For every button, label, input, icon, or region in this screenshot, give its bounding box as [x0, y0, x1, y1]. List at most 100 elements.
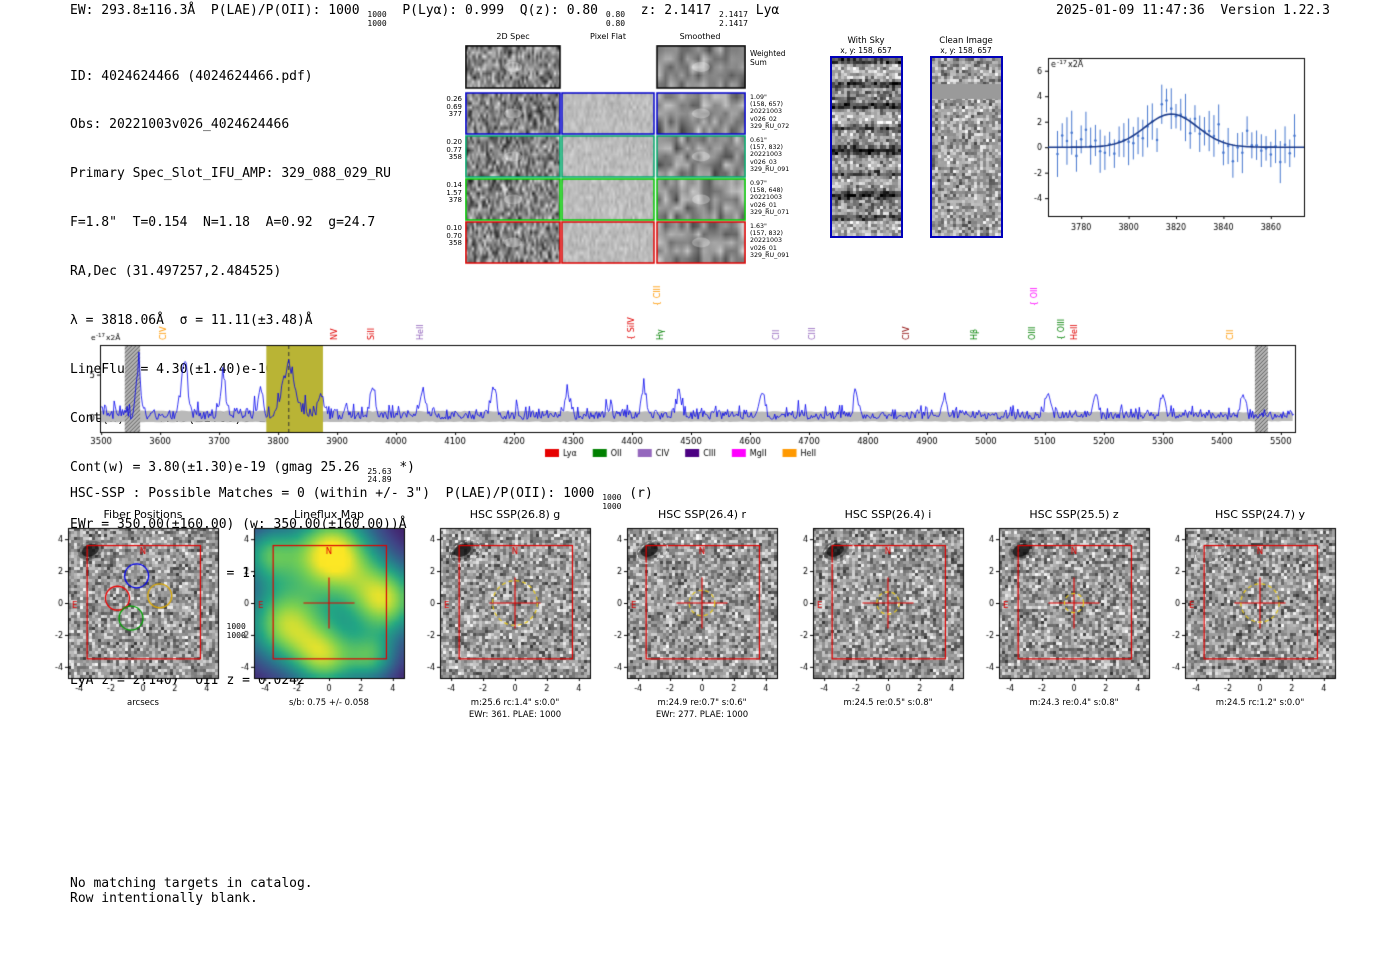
- fiber-info-row2: 0.61" (157, 832) 20221003 v026_03 329_RU_091: [750, 137, 789, 173]
- col-header-2dspec: 2D Spec: [496, 32, 530, 41]
- clean-title: Clean Image: [939, 36, 993, 46]
- plae-ratio-frac: 1000 1000: [367, 10, 387, 28]
- summary-header: EW: 293.8±116.3Å P(LAE)/P(OII): 1000 100…: [70, 3, 779, 28]
- obs-id: Obs: 20221003v026_4024624466: [70, 117, 290, 133]
- spectrum-plot-canvas: [55, 265, 1345, 470]
- panel-title: Lineflux Map: [293, 508, 365, 521]
- plya-qz-text: P(Lyα): 0.999 Q(z): 0.80: [386, 3, 606, 18]
- w4c: 358: [448, 239, 462, 248]
- w1c: 377: [448, 110, 462, 119]
- fiber-info-row4: 1.63" (157, 832) 20221003 v026_01 329_RU_091: [750, 223, 789, 259]
- line-fit-plot-canvas: [1014, 46, 1320, 242]
- hsc-band-text: (r): [621, 486, 653, 501]
- panel-caption: m:25.6 rc:1.4" s:0.0": [470, 698, 560, 708]
- r4c: 20221003: [750, 237, 783, 245]
- cutout-panel-lineflux-map: Lineflux Map s/b: 0.75 +/- 0.058: [226, 508, 412, 724]
- r1d: v026_02: [750, 115, 777, 123]
- ew-plae-text: EW: 293.8±116.3Å P(LAE)/P(OII): 1000: [70, 3, 368, 18]
- seeing-throughput: F=1.8" T=0.154 N=1.18 A=0.92 g=24.7: [70, 215, 376, 231]
- r1a: 1.09": [750, 94, 767, 101]
- w4b: 0.70: [446, 231, 462, 240]
- fiber-weights-row4: 0.10 0.70 358: [438, 224, 462, 248]
- gmag-frac: 25.63 24.89: [367, 467, 392, 485]
- z-frac: 2.1417 2.1417: [719, 10, 748, 28]
- panel-title: HSC SSP(26.4) r: [657, 508, 747, 521]
- qz-hi: 0.80: [605, 10, 626, 19]
- panel-caption: arcsecs: [127, 698, 159, 708]
- hsc-plae-lo: 1000: [602, 501, 622, 511]
- r2e: 329_RU_091: [750, 165, 790, 173]
- fiber-weights-row2: 0.20 0.77 358: [438, 138, 462, 162]
- plae-lo: 1000: [367, 18, 387, 28]
- col-header-pixelflat: Pixel Flat: [590, 32, 626, 41]
- panel-caption: s/b: 0.75 +/- 0.058: [289, 698, 369, 708]
- plae-hi: 1000: [367, 10, 387, 19]
- cutout-panel-fiber-positions: Fiber Positions arcsecs: [40, 508, 226, 724]
- panel-caption: m:24.5 re:0.5" s:0.8": [843, 698, 933, 708]
- r2c: 20221003: [750, 151, 783, 159]
- r3e: 329_RU_071: [750, 208, 790, 216]
- fiber-info-row1: 1.09" (158, 657) 20221003 v026_02 329_RU_072: [750, 94, 789, 130]
- w3b: 1.57: [446, 188, 462, 197]
- hsc-i-cutout-canvas: [785, 526, 971, 698]
- r2a: 0.61": [750, 137, 767, 144]
- lineflux-map-canvas: [226, 526, 412, 698]
- w4a: 0.10: [446, 224, 462, 232]
- panel-caption: m:24.5 rc:1.2" s:0.0": [1215, 698, 1305, 708]
- r3a: 0.97": [750, 180, 767, 187]
- cutout-panel-hsc-g: HSC SSP(26.8) g m:25.6 rc:1.4" s:0.0" EW…: [412, 508, 598, 724]
- r1e: 329_RU_072: [750, 122, 790, 130]
- fiber-weights-row3: 0.14 1.57 378: [438, 181, 462, 205]
- panel-title: HSC SSP(24.7) y: [1214, 508, 1306, 521]
- hsc-catalog-header: HSC-SSP : Possible Matches = 0 (within +…: [70, 486, 653, 511]
- r3b: (158, 648): [750, 187, 783, 195]
- panel-caption-2: EWr: 361. PLAE: 1000: [468, 710, 562, 720]
- r3c: 20221003: [750, 194, 783, 202]
- z-text: z: 2.1417: [625, 3, 720, 18]
- z-lo: 2.1417: [719, 18, 748, 28]
- qz-frac: 0.80 0.80: [605, 10, 626, 28]
- panel-caption: m:24.9 re:0.7" s:0.6": [657, 698, 747, 708]
- cutout-panel-hsc-y: HSC SSP(24.7) y m:24.5 rc:1.2" s:0.0": [1157, 508, 1343, 724]
- clean-image: [930, 56, 1003, 238]
- w1b: 0.69: [446, 102, 462, 111]
- spec2d-grid-canvas: [465, 45, 746, 265]
- withsky-title: With Sky: [847, 36, 885, 46]
- panel-title: HSC SSP(26.8) g: [469, 508, 561, 521]
- timestamp-version: 2025-01-09 11:47:36 Version 1.22.3: [1056, 3, 1330, 18]
- z-type-text: Lyα: [747, 3, 780, 18]
- cutout-panel-hsc-i: HSC SSP(26.4) i m:24.5 re:0.5" s:0.8": [785, 508, 971, 724]
- withsky-coords: x, y: 158, 657: [840, 46, 892, 55]
- w2b: 0.77: [446, 145, 462, 154]
- hsc-plae-hi: 1000: [602, 493, 622, 502]
- panel-title: Fiber Positions: [103, 508, 183, 521]
- col-header-smoothed: Smoothed: [679, 32, 721, 41]
- footer-no-match: No matching targets in catalog.: [70, 876, 313, 891]
- w3a: 0.14: [446, 181, 462, 189]
- fiber-info-row3: 0.97" (158, 648) 20221003 v026_01 329_RU_071: [750, 180, 789, 216]
- cutout-panel-hsc-z: HSC SSP(25.5) z m:24.3 re:0.4" s:0.8": [971, 508, 1157, 724]
- hsc-z-cutout-canvas: [971, 526, 1157, 698]
- r3d: v026_01: [750, 201, 777, 209]
- detection-id: ID: 4024624466 (4024624466.pdf): [70, 68, 313, 84]
- sum: Sum: [750, 57, 767, 67]
- footer-blank-row: Row intentionally blank.: [70, 891, 258, 906]
- r1c: 20221003: [750, 108, 783, 116]
- r4b: (157, 832): [750, 230, 783, 238]
- r4a: 1.63": [750, 223, 767, 230]
- z-hi: 2.1417: [719, 10, 748, 19]
- panel-caption-2: EWr: 277. PLAE: 1000: [655, 710, 749, 720]
- fiber-positions-canvas: [40, 526, 226, 698]
- cutout-panel-hsc-r: HSC SSP(26.4) r m:24.9 re:0.7" s:0.6" EW…: [599, 508, 785, 724]
- w2c: 358: [448, 153, 462, 162]
- primary-spec-slot: Primary Spec_Slot_IFU_AMP: 329_088_029_R…: [70, 166, 391, 182]
- hsc-r-cutout-canvas: [599, 526, 785, 698]
- r1b: (158, 657): [750, 101, 783, 109]
- weighted: Weighted: [750, 49, 786, 58]
- qz-lo: 0.80: [605, 18, 626, 28]
- w3c: 378: [448, 196, 462, 205]
- gmag-lo: 24.89: [367, 475, 392, 485]
- hsc-matches-text: HSC-SSP : Possible Matches = 0 (within +…: [70, 486, 603, 501]
- panel-caption: m:24.3 re:0.4" s:0.8": [1029, 698, 1119, 708]
